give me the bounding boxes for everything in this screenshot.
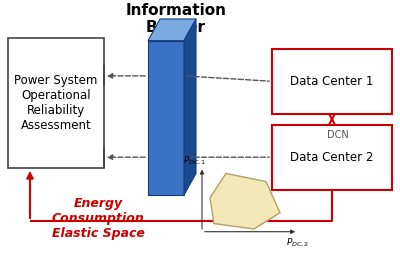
Polygon shape (184, 19, 196, 195)
Text: $P_{DC,1}$: $P_{DC,1}$ (184, 154, 207, 167)
Text: Energy
Consumption
Elastic Space: Energy Consumption Elastic Space (52, 197, 144, 240)
Polygon shape (148, 19, 196, 41)
Text: $P_{DC,2}$: $P_{DC,2}$ (286, 237, 310, 249)
Polygon shape (148, 41, 184, 195)
Text: Data Center 2: Data Center 2 (290, 151, 374, 164)
Bar (272, 125, 392, 190)
Bar (272, 49, 392, 114)
Text: Power System
Operational
Reliability
Assessment: Power System Operational Reliability Ass… (14, 74, 98, 132)
Polygon shape (210, 173, 280, 229)
Bar (8, 38, 104, 168)
Text: DCN: DCN (327, 131, 349, 140)
Text: Data Center 1: Data Center 1 (290, 75, 374, 88)
Text: Information
Barrier: Information Barrier (126, 3, 226, 35)
